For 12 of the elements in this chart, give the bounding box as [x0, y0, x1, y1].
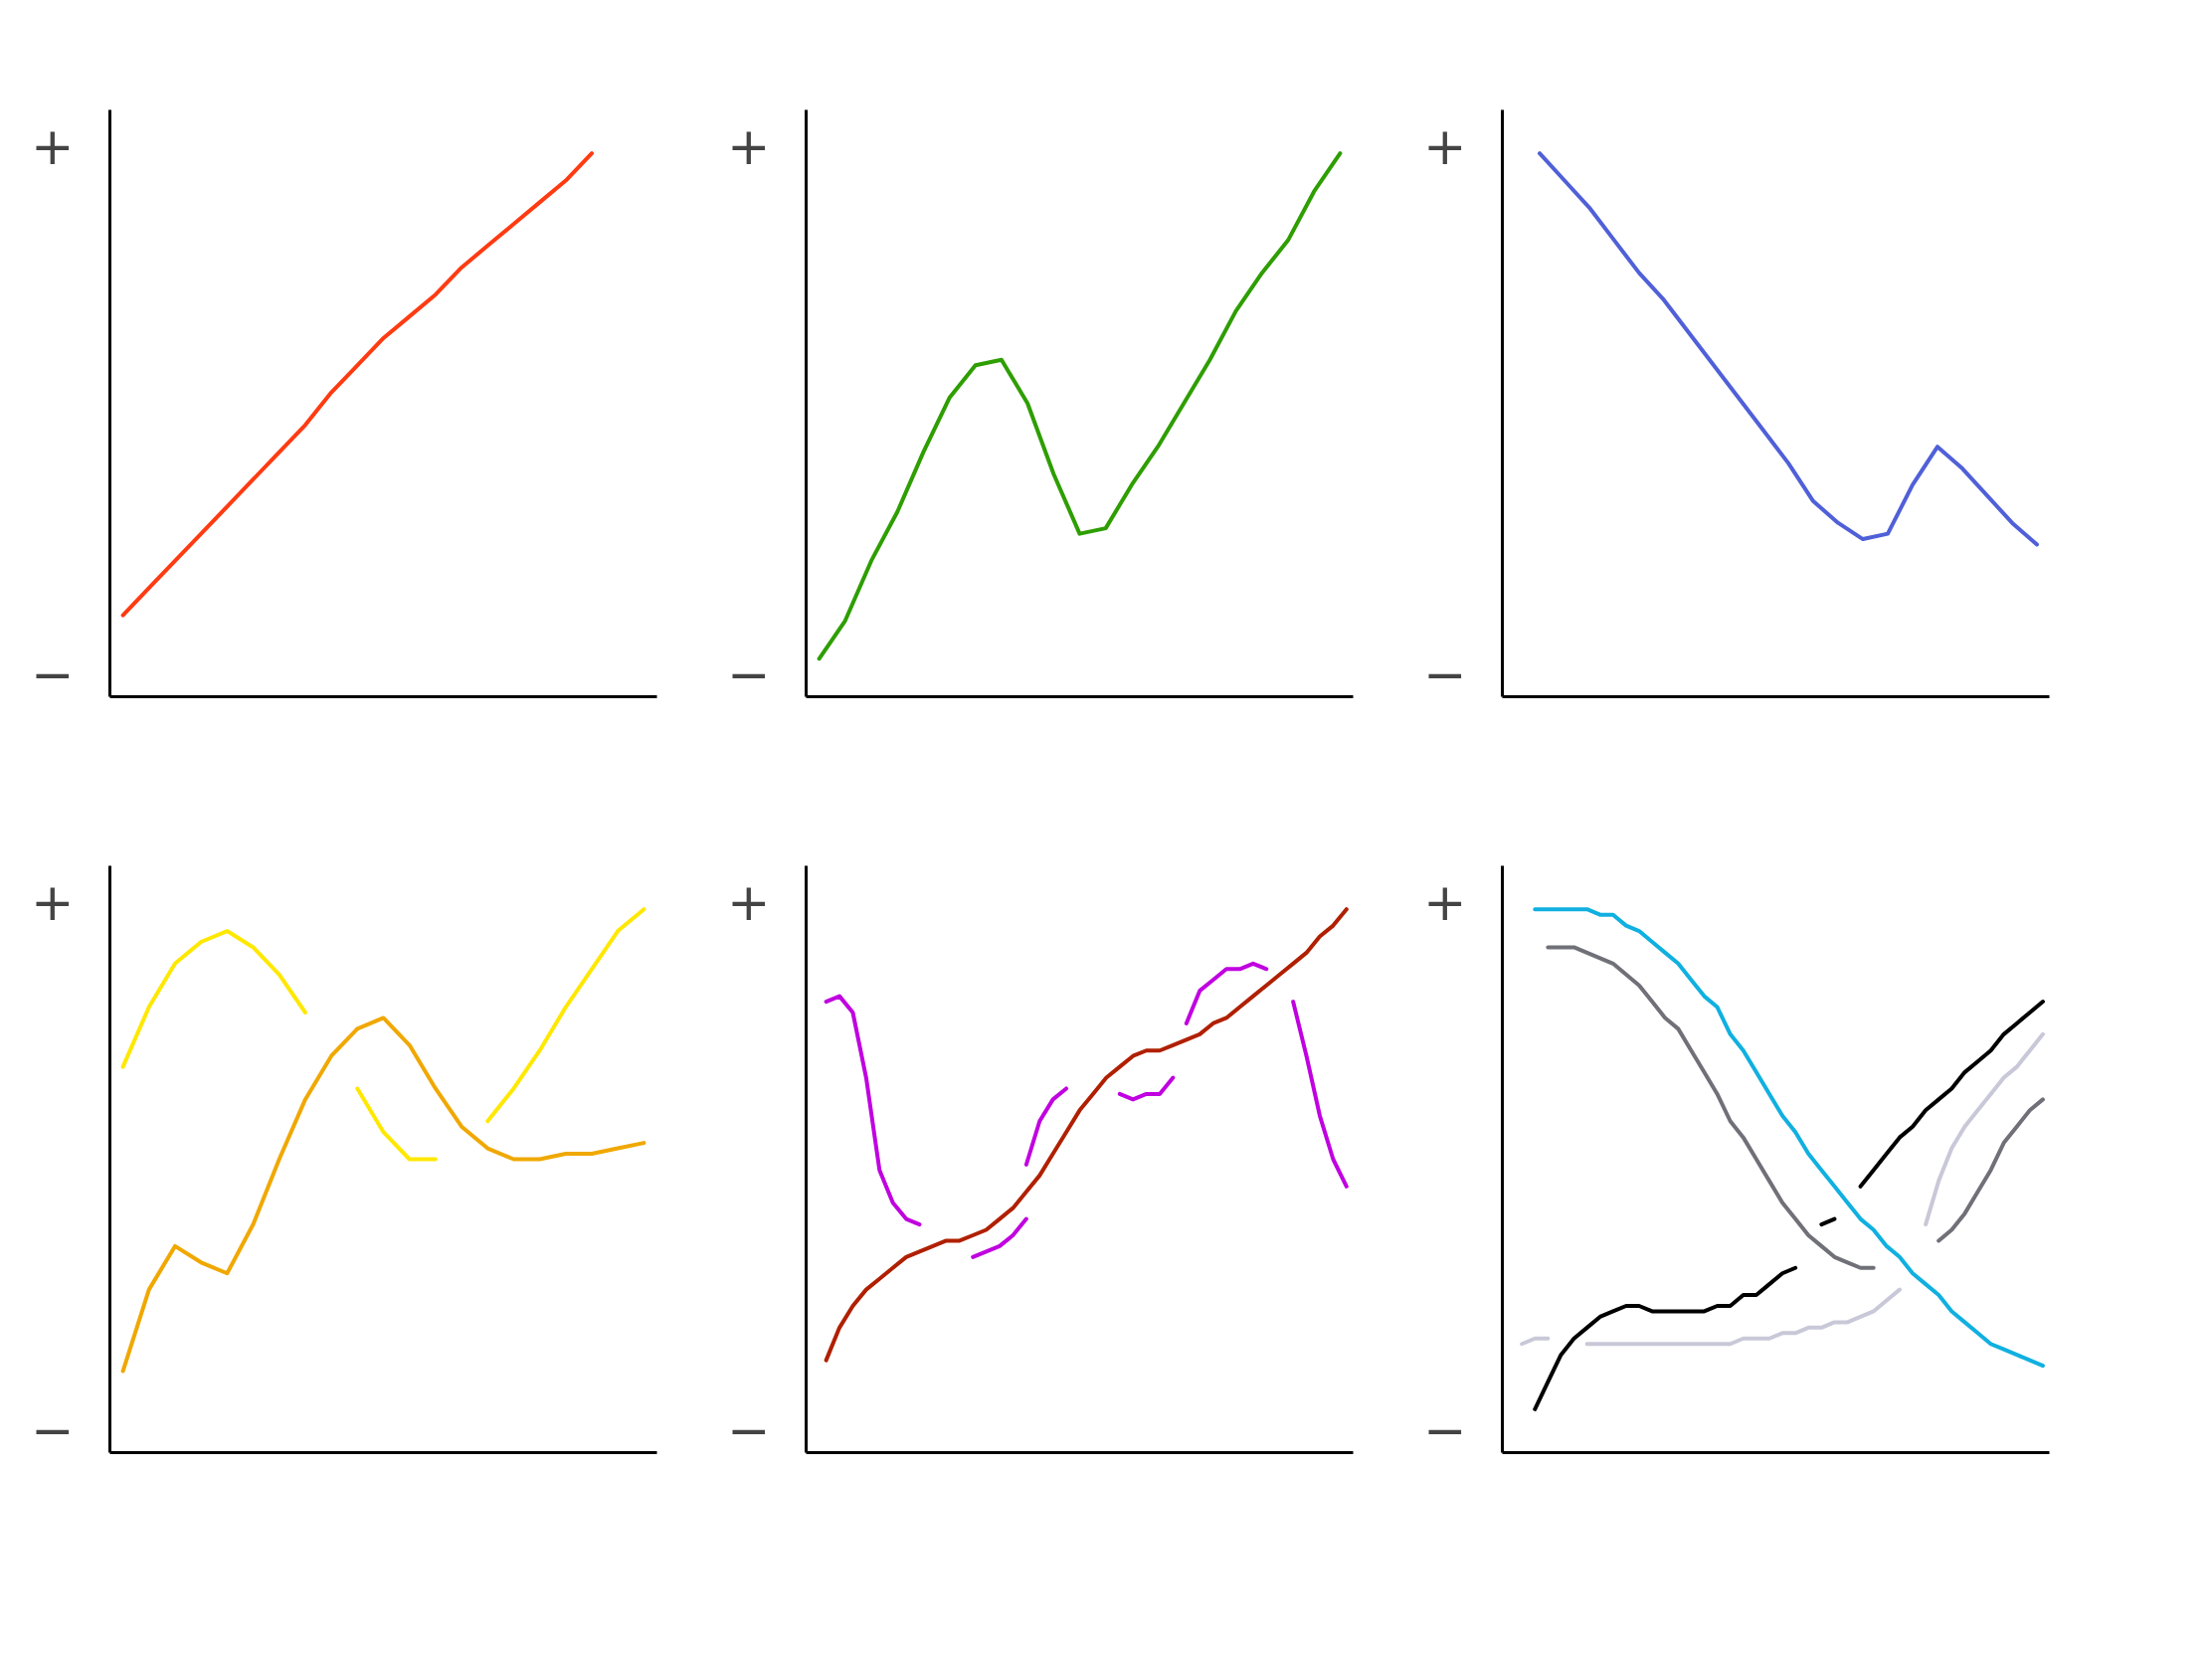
text: −: [726, 644, 771, 704]
text: −: [1422, 644, 1467, 704]
text: +: [30, 871, 75, 932]
text: +: [1422, 871, 1467, 932]
text: +: [726, 115, 771, 176]
text: −: [30, 1399, 75, 1460]
text: +: [726, 871, 771, 932]
text: −: [30, 644, 75, 704]
text: −: [726, 1399, 771, 1460]
text: −: [1422, 1399, 1467, 1460]
text: +: [30, 115, 75, 176]
text: +: [1422, 115, 1467, 176]
